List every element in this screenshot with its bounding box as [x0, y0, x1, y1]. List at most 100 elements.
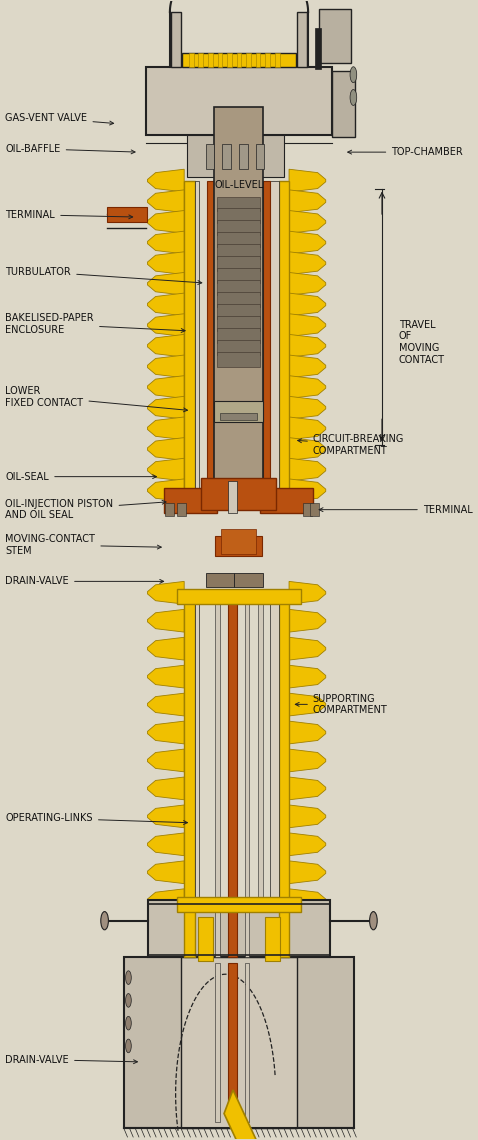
Polygon shape: [289, 272, 326, 295]
Circle shape: [126, 1017, 131, 1031]
Polygon shape: [148, 334, 184, 357]
Bar: [195, 593, 199, 901]
Polygon shape: [289, 805, 326, 828]
Polygon shape: [148, 293, 184, 316]
Bar: [198, 918, 213, 961]
Bar: [227, 54, 232, 67]
Bar: [124, 958, 354, 1127]
Bar: [206, 573, 234, 587]
Bar: [256, 54, 261, 67]
Bar: [215, 536, 262, 556]
Bar: [184, 180, 195, 490]
Circle shape: [101, 912, 109, 930]
Bar: [208, 54, 213, 67]
Bar: [315, 28, 321, 70]
Bar: [228, 901, 237, 958]
Text: BAKELISED-PAPER
ENCLOSURE: BAKELISED-PAPER ENCLOSURE: [5, 314, 185, 335]
Bar: [165, 503, 174, 516]
Bar: [217, 352, 261, 367]
Text: TERMINAL: TERMINAL: [319, 505, 473, 514]
Polygon shape: [289, 231, 326, 254]
Bar: [234, 573, 263, 587]
Bar: [177, 897, 301, 912]
Bar: [279, 180, 289, 490]
Polygon shape: [148, 666, 184, 689]
Polygon shape: [289, 722, 326, 744]
Polygon shape: [289, 637, 326, 660]
Bar: [245, 901, 250, 958]
Bar: [297, 13, 307, 67]
Bar: [239, 135, 284, 177]
Polygon shape: [148, 169, 184, 192]
Bar: [195, 180, 199, 490]
Bar: [265, 918, 280, 961]
Polygon shape: [148, 693, 184, 716]
Text: DRAIN-VALVE: DRAIN-VALVE: [5, 1054, 138, 1065]
Circle shape: [126, 994, 131, 1008]
Bar: [217, 196, 261, 211]
Text: TURBULATOR: TURBULATOR: [5, 267, 202, 285]
Text: OIL-SEAL: OIL-SEAL: [5, 472, 156, 481]
Bar: [181, 958, 297, 1127]
Polygon shape: [148, 190, 184, 213]
Bar: [217, 256, 261, 271]
Polygon shape: [289, 889, 326, 912]
Bar: [217, 244, 261, 259]
Polygon shape: [148, 252, 184, 275]
Text: OIL-LEVEL: OIL-LEVEL: [214, 180, 264, 190]
Bar: [270, 593, 279, 901]
Bar: [222, 144, 231, 169]
Polygon shape: [289, 693, 326, 716]
Polygon shape: [289, 252, 326, 275]
Bar: [201, 478, 276, 510]
Polygon shape: [289, 355, 326, 377]
Circle shape: [126, 1039, 131, 1052]
Polygon shape: [148, 749, 184, 772]
Bar: [228, 481, 237, 513]
Polygon shape: [289, 397, 326, 420]
Polygon shape: [289, 833, 326, 856]
Bar: [214, 401, 263, 422]
Polygon shape: [289, 861, 326, 884]
Text: TOP-CHAMBER: TOP-CHAMBER: [348, 147, 463, 157]
Polygon shape: [289, 376, 326, 399]
Bar: [217, 304, 261, 319]
Polygon shape: [289, 417, 326, 440]
Polygon shape: [148, 211, 184, 234]
Polygon shape: [289, 293, 326, 316]
Bar: [275, 54, 280, 67]
Polygon shape: [289, 334, 326, 357]
Text: MOVING-CONTACT
STEM: MOVING-CONTACT STEM: [5, 535, 161, 556]
Text: TRAVEL
OF
MOVING
CONTACT: TRAVEL OF MOVING CONTACT: [399, 320, 445, 365]
Bar: [258, 593, 263, 901]
Bar: [245, 963, 250, 1122]
Bar: [279, 901, 289, 958]
Bar: [217, 268, 261, 283]
Polygon shape: [148, 889, 184, 912]
Polygon shape: [148, 376, 184, 399]
Polygon shape: [148, 314, 184, 336]
Bar: [217, 54, 222, 67]
Bar: [261, 488, 313, 513]
Bar: [206, 144, 214, 169]
Bar: [146, 67, 332, 135]
Polygon shape: [289, 777, 326, 800]
Polygon shape: [148, 479, 184, 502]
Polygon shape: [289, 749, 326, 772]
Bar: [304, 503, 312, 516]
Bar: [206, 180, 214, 490]
Bar: [265, 54, 270, 67]
Polygon shape: [289, 458, 326, 481]
Circle shape: [369, 912, 377, 930]
Polygon shape: [289, 438, 326, 461]
Bar: [217, 292, 261, 307]
Bar: [270, 180, 279, 490]
Bar: [217, 328, 261, 343]
Polygon shape: [289, 190, 326, 213]
Bar: [217, 220, 261, 235]
Polygon shape: [148, 722, 184, 744]
Bar: [319, 9, 351, 64]
Polygon shape: [289, 666, 326, 689]
Circle shape: [350, 90, 357, 105]
Text: OIL-INJECTION PISTON
AND OIL SEAL: OIL-INJECTION PISTON AND OIL SEAL: [5, 499, 166, 521]
